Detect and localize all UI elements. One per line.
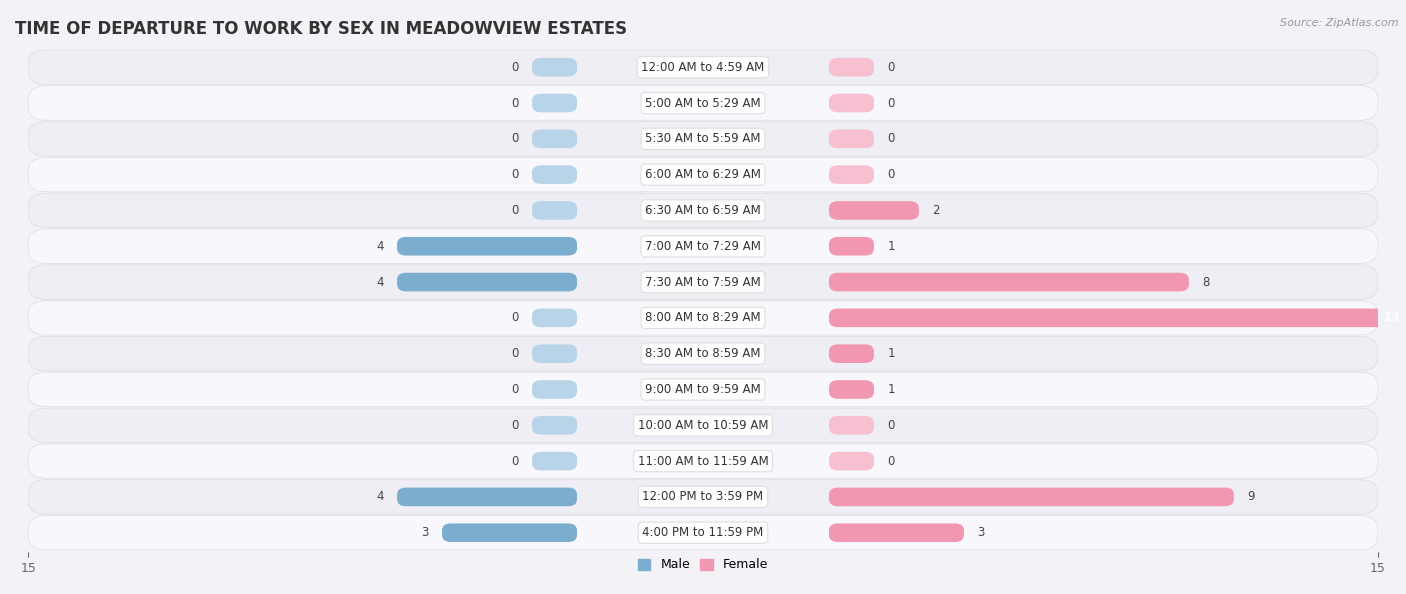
Text: 8:00 AM to 8:29 AM: 8:00 AM to 8:29 AM (645, 311, 761, 324)
Text: 6:00 AM to 6:29 AM: 6:00 AM to 6:29 AM (645, 168, 761, 181)
Text: 10:00 AM to 10:59 AM: 10:00 AM to 10:59 AM (638, 419, 768, 432)
Text: TIME OF DEPARTURE TO WORK BY SEX IN MEADOWVIEW ESTATES: TIME OF DEPARTURE TO WORK BY SEX IN MEAD… (14, 20, 627, 37)
FancyBboxPatch shape (830, 452, 875, 470)
Text: 0: 0 (887, 96, 894, 109)
Text: 0: 0 (512, 96, 519, 109)
FancyBboxPatch shape (28, 480, 1378, 514)
FancyBboxPatch shape (830, 129, 875, 148)
FancyBboxPatch shape (531, 452, 576, 470)
FancyBboxPatch shape (830, 237, 875, 255)
FancyBboxPatch shape (830, 380, 875, 399)
Text: 1: 1 (887, 383, 896, 396)
Text: 12:00 AM to 4:59 AM: 12:00 AM to 4:59 AM (641, 61, 765, 74)
Text: 0: 0 (887, 419, 894, 432)
FancyBboxPatch shape (830, 488, 1234, 506)
Text: 0: 0 (512, 204, 519, 217)
Text: 8: 8 (1202, 276, 1209, 289)
Text: 0: 0 (887, 61, 894, 74)
Text: 13: 13 (1384, 311, 1400, 324)
FancyBboxPatch shape (28, 157, 1378, 192)
FancyBboxPatch shape (531, 165, 576, 184)
FancyBboxPatch shape (531, 94, 576, 112)
Text: 0: 0 (512, 383, 519, 396)
FancyBboxPatch shape (830, 308, 1406, 327)
FancyBboxPatch shape (28, 336, 1378, 371)
FancyBboxPatch shape (28, 122, 1378, 156)
Text: 0: 0 (887, 454, 894, 467)
Text: 11:00 AM to 11:59 AM: 11:00 AM to 11:59 AM (638, 454, 768, 467)
FancyBboxPatch shape (28, 372, 1378, 407)
Text: 2: 2 (932, 204, 941, 217)
FancyBboxPatch shape (396, 273, 576, 292)
FancyBboxPatch shape (28, 265, 1378, 299)
Text: 3: 3 (422, 526, 429, 539)
FancyBboxPatch shape (28, 86, 1378, 120)
Text: 5:30 AM to 5:59 AM: 5:30 AM to 5:59 AM (645, 132, 761, 146)
FancyBboxPatch shape (28, 444, 1378, 478)
FancyBboxPatch shape (830, 416, 875, 435)
FancyBboxPatch shape (531, 308, 576, 327)
FancyBboxPatch shape (830, 273, 1189, 292)
Text: 1: 1 (887, 240, 896, 253)
Text: 9:00 AM to 9:59 AM: 9:00 AM to 9:59 AM (645, 383, 761, 396)
FancyBboxPatch shape (28, 229, 1378, 264)
FancyBboxPatch shape (28, 516, 1378, 550)
Text: Source: ZipAtlas.com: Source: ZipAtlas.com (1281, 18, 1399, 28)
Text: 9: 9 (1247, 491, 1256, 504)
Text: 4: 4 (375, 491, 384, 504)
Text: 12:00 PM to 3:59 PM: 12:00 PM to 3:59 PM (643, 491, 763, 504)
Text: 3: 3 (977, 526, 984, 539)
Text: 0: 0 (887, 168, 894, 181)
FancyBboxPatch shape (531, 201, 576, 220)
Text: 0: 0 (512, 132, 519, 146)
FancyBboxPatch shape (396, 237, 576, 255)
FancyBboxPatch shape (830, 58, 875, 77)
Text: 0: 0 (512, 311, 519, 324)
Legend: Male, Female: Male, Female (633, 554, 773, 576)
FancyBboxPatch shape (441, 523, 576, 542)
FancyBboxPatch shape (830, 201, 920, 220)
Text: 7:00 AM to 7:29 AM: 7:00 AM to 7:29 AM (645, 240, 761, 253)
Text: 4: 4 (375, 240, 384, 253)
FancyBboxPatch shape (830, 94, 875, 112)
Text: 4:00 PM to 11:59 PM: 4:00 PM to 11:59 PM (643, 526, 763, 539)
FancyBboxPatch shape (28, 50, 1378, 84)
FancyBboxPatch shape (531, 345, 576, 363)
Text: 0: 0 (512, 168, 519, 181)
Text: 8:30 AM to 8:59 AM: 8:30 AM to 8:59 AM (645, 347, 761, 360)
Text: 0: 0 (512, 347, 519, 360)
FancyBboxPatch shape (28, 301, 1378, 335)
Text: 0: 0 (512, 61, 519, 74)
FancyBboxPatch shape (830, 523, 965, 542)
FancyBboxPatch shape (531, 416, 576, 435)
FancyBboxPatch shape (531, 58, 576, 77)
Text: 5:00 AM to 5:29 AM: 5:00 AM to 5:29 AM (645, 96, 761, 109)
FancyBboxPatch shape (830, 345, 875, 363)
FancyBboxPatch shape (28, 408, 1378, 443)
Text: 0: 0 (887, 132, 894, 146)
Text: 0: 0 (512, 454, 519, 467)
Text: 4: 4 (375, 276, 384, 289)
FancyBboxPatch shape (28, 193, 1378, 228)
FancyBboxPatch shape (531, 380, 576, 399)
Text: 0: 0 (512, 419, 519, 432)
Text: 6:30 AM to 6:59 AM: 6:30 AM to 6:59 AM (645, 204, 761, 217)
Text: 1: 1 (887, 347, 896, 360)
FancyBboxPatch shape (531, 129, 576, 148)
Text: 7:30 AM to 7:59 AM: 7:30 AM to 7:59 AM (645, 276, 761, 289)
FancyBboxPatch shape (396, 488, 576, 506)
FancyBboxPatch shape (830, 165, 875, 184)
